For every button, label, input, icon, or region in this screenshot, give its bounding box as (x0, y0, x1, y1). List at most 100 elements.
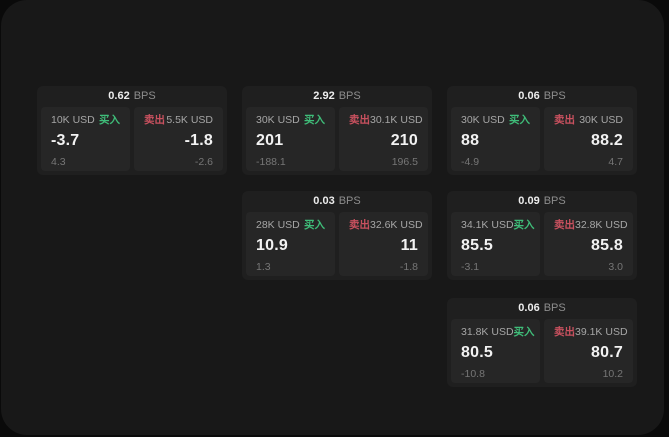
buy-amount: 30K USD (256, 114, 300, 126)
sell-price: -1.8 (184, 132, 213, 149)
panels-row: 31.8K USD 买入 80.5 -10.8 卖出 39.1K USD 80.… (451, 319, 633, 383)
buy-amount: 28K USD (256, 219, 300, 231)
sell-top-row: 卖出 32.8K USD (554, 219, 628, 232)
buy-delta: 1.3 (256, 261, 271, 273)
buy-top-row: 34.1K USD 买入 (461, 219, 535, 232)
sell-amount: 39.1K USD (575, 326, 628, 338)
sell-top-row: 卖出 39.1K USD (554, 326, 628, 339)
buy-tag: 买入 (304, 219, 325, 231)
bps-value: 2.92 (313, 90, 335, 102)
buy-tag: 买入 (509, 114, 530, 126)
sell-amount: 30K USD (579, 114, 623, 126)
panels-row: 30K USD 买入 201 -188.1 卖出 30.1K USD 210 1… (246, 107, 428, 171)
buy-delta: -3.1 (461, 261, 480, 273)
quote-card: 0.03 BPS 28K USD 买入 10.9 1.3 卖出 32.6K US… (242, 191, 432, 280)
buy-tag: 买入 (304, 114, 325, 126)
quote-card: 0.62 BPS 10K USD 买入 -3.7 4.3 卖出 5.5K USD… (37, 86, 227, 175)
quote-card: 0.06 BPS 31.8K USD 买入 80.5 -10.8 卖出 39.1… (447, 298, 637, 387)
sell-tag: 卖出 (144, 114, 165, 126)
buy-panel[interactable]: 10K USD 买入 -3.7 4.3 (41, 107, 130, 171)
sell-amount: 32.6K USD (370, 219, 423, 231)
sell-amount: 5.5K USD (166, 114, 213, 126)
spread-header: 0.06 BPS (451, 298, 633, 319)
buy-panel[interactable]: 31.8K USD 买入 80.5 -10.8 (451, 319, 540, 383)
buy-amount: 10K USD (51, 114, 95, 126)
buy-panel[interactable]: 28K USD 买入 10.9 1.3 (246, 212, 335, 276)
sell-price: 88.2 (591, 132, 623, 149)
sell-tag: 卖出 (349, 219, 370, 231)
sell-delta: 3.0 (608, 261, 623, 273)
bps-unit-label: BPS (338, 90, 361, 102)
sell-tag: 卖出 (349, 114, 370, 126)
sell-panel[interactable]: 卖出 30K USD 88.2 4.7 (544, 107, 633, 171)
buy-price: 85.5 (461, 237, 493, 254)
quote-card: 0.09 BPS 34.1K USD 买入 85.5 -3.1 卖出 32.8K… (447, 191, 637, 280)
bps-unit-label: BPS (133, 90, 156, 102)
sell-panel[interactable]: 卖出 39.1K USD 80.7 10.2 (544, 319, 633, 383)
sell-amount: 30.1K USD (370, 114, 423, 126)
sell-price: 85.8 (591, 237, 623, 254)
spread-header: 0.09 BPS (451, 191, 633, 212)
spread-header: 0.03 BPS (246, 191, 428, 212)
sell-delta: 4.7 (608, 156, 623, 168)
buy-price: 10.9 (256, 237, 288, 254)
sell-delta: -1.8 (399, 261, 418, 273)
buy-price: 201 (256, 132, 284, 149)
quote-card: 2.92 BPS 30K USD 买入 201 -188.1 卖出 30.1K … (242, 86, 432, 175)
buy-price: 88 (461, 132, 480, 149)
buy-delta: 4.3 (51, 156, 66, 168)
sell-price: 210 (390, 132, 418, 149)
quote-card: 0.06 BPS 30K USD 买入 88 -4.9 卖出 30K USD 8… (447, 86, 637, 175)
bps-unit-label: BPS (543, 90, 566, 102)
buy-panel[interactable]: 30K USD 买入 201 -188.1 (246, 107, 335, 171)
sell-panel[interactable]: 卖出 5.5K USD -1.8 -2.6 (134, 107, 223, 171)
buy-tag: 买入 (99, 114, 120, 126)
sell-panel[interactable]: 卖出 32.6K USD 11 -1.8 (339, 212, 428, 276)
buy-price: -3.7 (51, 132, 80, 149)
bps-value: 0.03 (313, 195, 335, 207)
sell-delta: -2.6 (194, 156, 213, 168)
panels-row: 28K USD 买入 10.9 1.3 卖出 32.6K USD 11 -1.8 (246, 212, 428, 276)
sell-price: 11 (400, 237, 418, 254)
buy-tag: 买入 (513, 326, 535, 338)
panels-row: 10K USD 买入 -3.7 4.3 卖出 5.5K USD -1.8 -2.… (41, 107, 223, 171)
buy-amount: 34.1K USD (461, 219, 514, 231)
sell-price: 80.7 (591, 344, 623, 361)
buy-tag: 买入 (513, 219, 535, 231)
sell-delta: 196.5 (391, 156, 418, 168)
buy-delta: -188.1 (256, 156, 286, 168)
bps-value: 0.06 (518, 90, 540, 102)
panels-row: 30K USD 买入 88 -4.9 卖出 30K USD 88.2 4.7 (451, 107, 633, 171)
sell-tag: 卖出 (554, 114, 575, 126)
buy-top-row: 31.8K USD 买入 (461, 326, 535, 339)
bps-value: 0.09 (518, 195, 540, 207)
buy-top-row: 28K USD 买入 (256, 219, 325, 232)
buy-top-row: 30K USD 买入 (461, 114, 530, 127)
spread-header: 0.62 BPS (41, 86, 223, 107)
sell-top-row: 卖出 32.6K USD (349, 219, 423, 232)
buy-panel[interactable]: 30K USD 买入 88 -4.9 (451, 107, 540, 171)
buy-delta: -10.8 (461, 368, 485, 380)
buy-amount: 30K USD (461, 114, 505, 126)
sell-top-row: 卖出 30.1K USD (349, 114, 423, 127)
panels-row: 34.1K USD 买入 85.5 -3.1 卖出 32.8K USD 85.8… (451, 212, 633, 276)
sell-panel[interactable]: 卖出 30.1K USD 210 196.5 (339, 107, 428, 171)
sell-top-row: 卖出 5.5K USD (144, 114, 213, 127)
bps-value: 0.06 (518, 302, 540, 314)
sell-tag: 卖出 (554, 219, 575, 231)
sell-amount: 32.8K USD (575, 219, 628, 231)
sell-panel[interactable]: 卖出 32.8K USD 85.8 3.0 (544, 212, 633, 276)
sell-top-row: 卖出 30K USD (554, 114, 623, 127)
buy-top-row: 10K USD 买入 (51, 114, 120, 127)
bps-unit-label: BPS (543, 302, 566, 314)
spread-header: 2.92 BPS (246, 86, 428, 107)
bps-unit-label: BPS (338, 195, 361, 207)
spread-header: 0.06 BPS (451, 86, 633, 107)
bps-value: 0.62 (108, 90, 130, 102)
buy-price: 80.5 (461, 344, 493, 361)
buy-panel[interactable]: 34.1K USD 买入 85.5 -3.1 (451, 212, 540, 276)
buy-amount: 31.8K USD (461, 326, 514, 338)
bps-unit-label: BPS (543, 195, 566, 207)
sell-delta: 10.2 (602, 368, 623, 380)
